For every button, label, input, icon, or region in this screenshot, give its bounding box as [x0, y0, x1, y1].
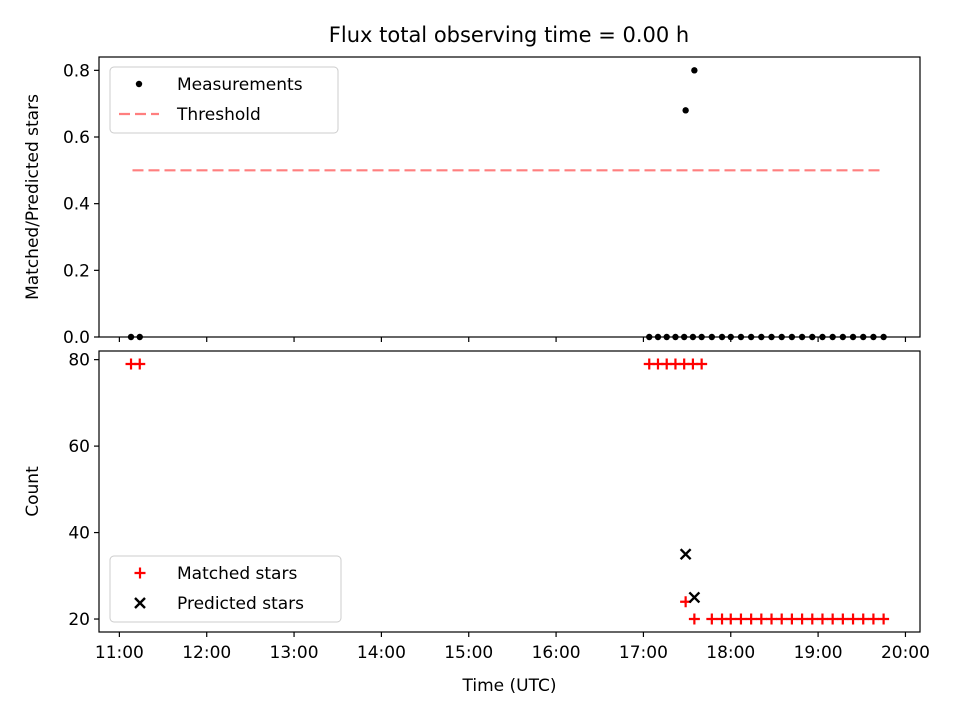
measurement-point: [691, 67, 698, 74]
measurement-point: [860, 333, 867, 341]
measurement-point: [127, 333, 135, 341]
bottom-legend-label: Predicted stars: [177, 594, 304, 614]
measurement-point: [788, 333, 796, 341]
top-legend-label: Measurements: [177, 75, 303, 95]
measurement-point: [849, 333, 857, 341]
top-legend-entry: Threshold: [119, 105, 261, 125]
matched-star-marker: [837, 613, 849, 625]
measurement-point: [136, 333, 143, 341]
bottom-y-tick-label: 60: [68, 437, 90, 457]
matched-star-marker: [816, 613, 828, 625]
predicted-star-marker: [679, 548, 692, 561]
legend-matched-swatch: [134, 567, 146, 579]
measurement-point: [798, 333, 806, 341]
bottom-x-tick-label: 16:00: [532, 643, 581, 663]
measurement-point: [682, 107, 689, 114]
measurement-point: [839, 333, 847, 341]
top-y-tick-label: 0.2: [63, 261, 90, 281]
measurement-point: [727, 333, 734, 341]
measurement-point: [829, 333, 836, 341]
matched-star-marker: [786, 613, 798, 625]
top-legend-entry: Measurements: [135, 75, 303, 95]
matched-star-marker: [827, 613, 839, 625]
measurement-point: [809, 333, 816, 341]
top-legend-box: [109, 66, 339, 134]
series-predicted-stars: [679, 548, 701, 604]
measurement-point: [758, 333, 765, 341]
bottom-x-tick-label: 18:00: [706, 643, 755, 663]
bottom-x-tick-label: 12:00: [182, 643, 231, 663]
matched-star-marker: [696, 358, 708, 370]
predicted-star-marker: [688, 591, 701, 604]
series-matched-stars: [125, 358, 890, 625]
bottom-axes-frame: [98, 350, 921, 633]
measurement-point: [737, 333, 745, 341]
legend-measurement-swatch: [135, 80, 143, 88]
measurement-point: [698, 333, 705, 341]
measurement-point: [870, 333, 877, 341]
matched-star-marker: [745, 613, 757, 625]
bottom-y-tick-label: 40: [68, 524, 90, 544]
bottom-y-tick-label: 80: [68, 351, 90, 371]
chart-title: Flux total observing time = 0.00 h: [329, 23, 689, 47]
bottom-legend: Matched stars Predicted stars: [109, 555, 342, 623]
measurement-point: [689, 333, 697, 341]
measurement-point: [768, 333, 775, 341]
bottom-x-tick-label: 19:00: [794, 643, 843, 663]
bottom-x-tick-label: 17:00: [619, 643, 668, 663]
top-y-tick-label: 0.6: [63, 128, 90, 148]
matched-star-marker: [688, 613, 700, 625]
top-y-tick-label: 0.0: [63, 328, 90, 348]
matched-star-marker: [847, 613, 859, 625]
measurement-point: [747, 333, 755, 341]
bottom-x-tick-label: 14:00: [357, 643, 406, 663]
top-y-tick-label: 0.4: [63, 195, 90, 215]
bottom-x-tick-label: 13:00: [270, 643, 319, 663]
measurement-point: [672, 333, 679, 341]
measurement-point: [819, 333, 826, 341]
bottom-x-axis-label: Time (UTC): [462, 676, 557, 696]
matched-star-marker: [796, 613, 808, 625]
top-legend-label: Threshold: [176, 105, 261, 125]
series-measurements: [127, 67, 887, 341]
top-panel: 0.0 0.2 0.4 0.6 0.8 Matched/Predicted stars Me…: [23, 56, 921, 348]
matched-star-marker: [755, 613, 767, 625]
bottom-x-tick-label: 15:00: [444, 643, 493, 663]
matched-star-marker: [867, 613, 879, 625]
bottom-x-tick-label: 11:00: [95, 643, 144, 663]
matched-star-marker: [735, 613, 747, 625]
top-legend: Measurements Threshold: [109, 66, 339, 134]
measurement-point: [680, 333, 688, 341]
top-axes-frame: [98, 56, 921, 338]
top-y-axis-label: Matched/Predicted stars: [23, 94, 43, 300]
matched-star-marker: [776, 613, 788, 625]
bottom-y-tick-label: 20: [68, 610, 90, 630]
measurement-point: [663, 333, 670, 341]
bottom-legend-entry: Predicted stars: [134, 594, 304, 614]
measurement-point: [708, 333, 716, 341]
bottom-x-tick-label: 20:00: [881, 643, 930, 663]
bottom-legend-entry: Matched stars: [134, 564, 297, 584]
measurement-point: [654, 333, 662, 341]
matched-star-marker: [766, 613, 778, 625]
matched-star-marker: [706, 613, 718, 625]
bottom-panel: 20 40 60 80 11:00 12:00 13:00 14:00 15:00 16:00 17…: [23, 350, 930, 696]
legend-predicted-swatch: [134, 597, 146, 609]
top-y-tick-label: 0.8: [63, 61, 90, 81]
measurement-point: [880, 333, 887, 341]
matched-star-marker: [857, 613, 869, 625]
matched-star-marker: [878, 613, 890, 625]
matched-star-marker: [725, 613, 737, 625]
bottom-y-axis-label: Count: [23, 466, 43, 517]
measurement-point: [646, 333, 653, 341]
matched-star-marker: [134, 358, 146, 370]
measurement-point: [778, 333, 785, 341]
bottom-legend-box: [109, 555, 342, 623]
measurement-point: [718, 333, 726, 341]
matched-star-marker: [806, 613, 818, 625]
bottom-legend-label: Matched stars: [177, 564, 297, 584]
